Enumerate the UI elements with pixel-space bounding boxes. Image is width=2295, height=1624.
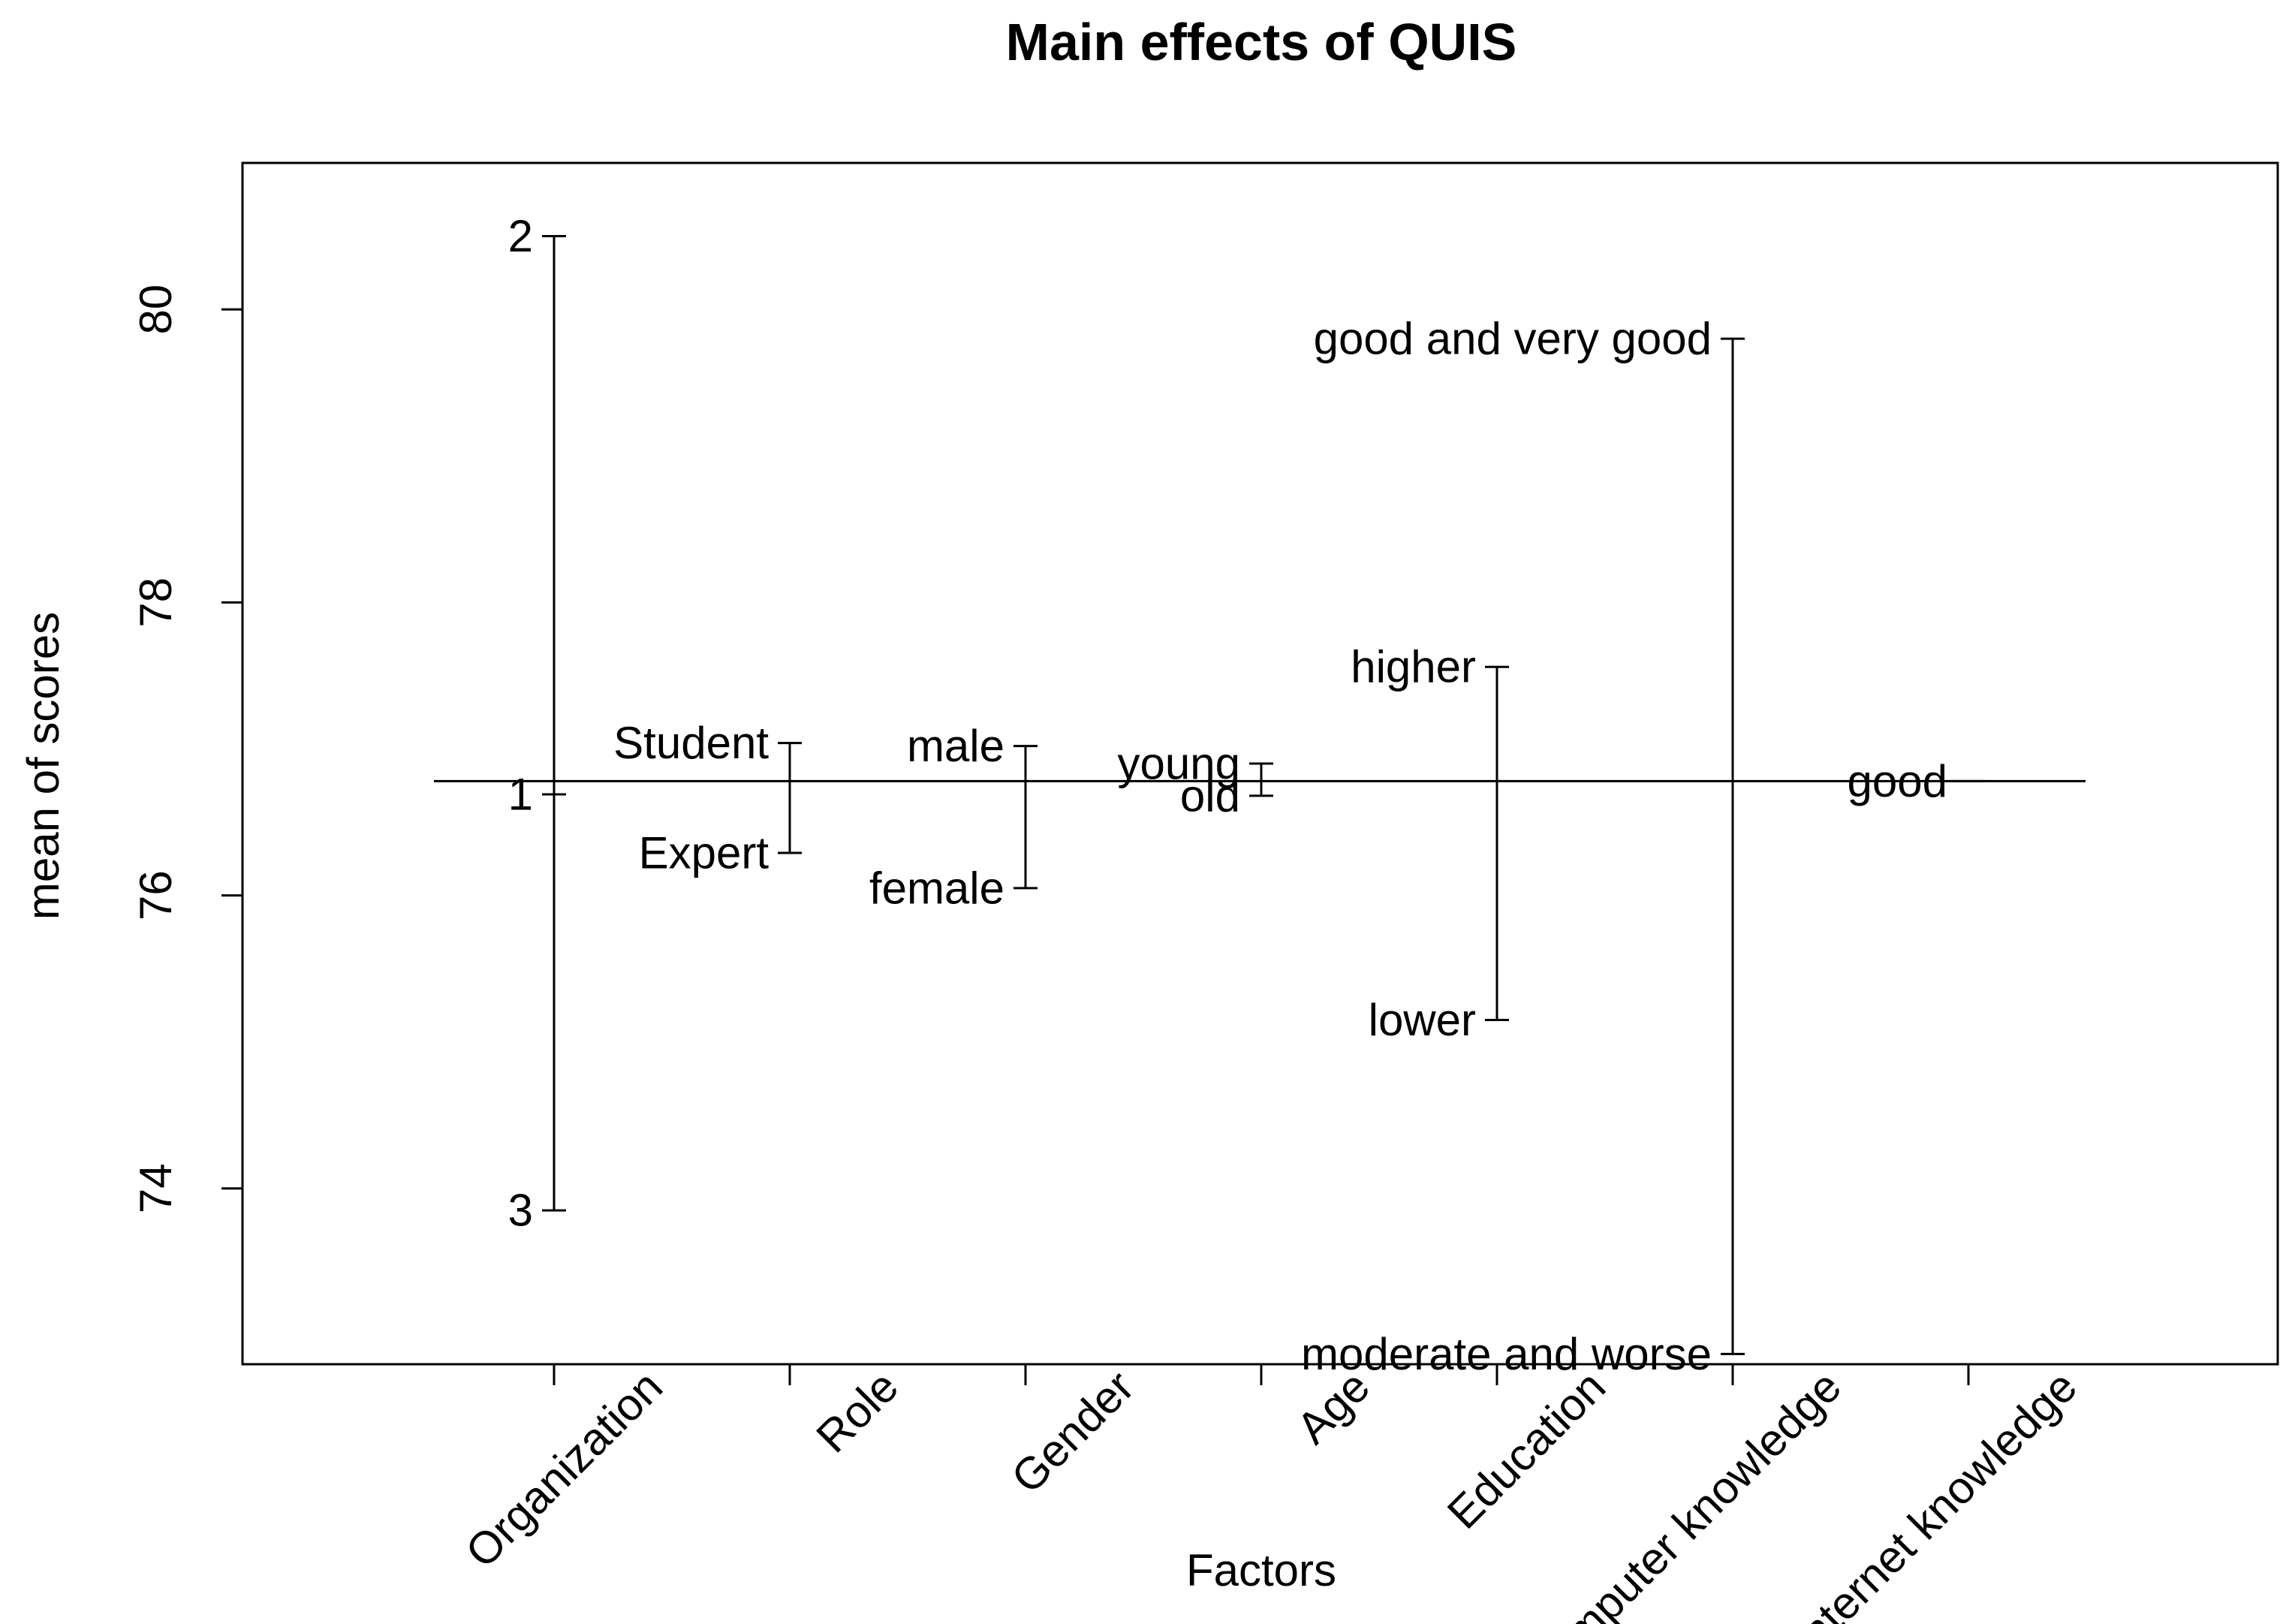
level-label-student: Student	[613, 718, 769, 768]
level-label-moderate-and-worse: moderate and worse	[1301, 1329, 1712, 1379]
y-tick-label: 76	[131, 870, 181, 920]
level-label-female: female	[869, 863, 1004, 913]
x-tick-label-education: Education	[1438, 1361, 1615, 1538]
level-label-1: 1	[508, 769, 533, 819]
y-tick-label: 78	[131, 577, 181, 628]
level-label-good-and-very-good: good and very good	[1314, 314, 1712, 364]
level-label-expert: Expert	[639, 828, 770, 878]
y-axis: 74 76 78 80	[131, 285, 242, 1213]
level-label-higher: higher	[1351, 642, 1476, 692]
x-axis-label: Factors	[1186, 1545, 1336, 1595]
y-tick-label: 80	[131, 285, 181, 335]
level-label-good: good	[1848, 756, 1947, 806]
chart-title: Main effects of QUIS	[1006, 13, 1517, 71]
level-label-male: male	[907, 721, 1004, 771]
level-label-3: 3	[508, 1186, 533, 1236]
x-tick-label-role: Role	[807, 1361, 908, 1463]
y-axis-label: mean of scores	[18, 612, 68, 920]
level-label-lower: lower	[1369, 995, 1476, 1045]
y-tick-label: 74	[131, 1163, 181, 1213]
x-tick-label-organization: Organization	[456, 1361, 672, 1577]
level-label-old: old	[1180, 770, 1240, 821]
level-label-2: 2	[508, 211, 533, 261]
level-label-young: young	[1118, 739, 1240, 789]
x-tick-label-gender: Gender	[1001, 1361, 1143, 1503]
